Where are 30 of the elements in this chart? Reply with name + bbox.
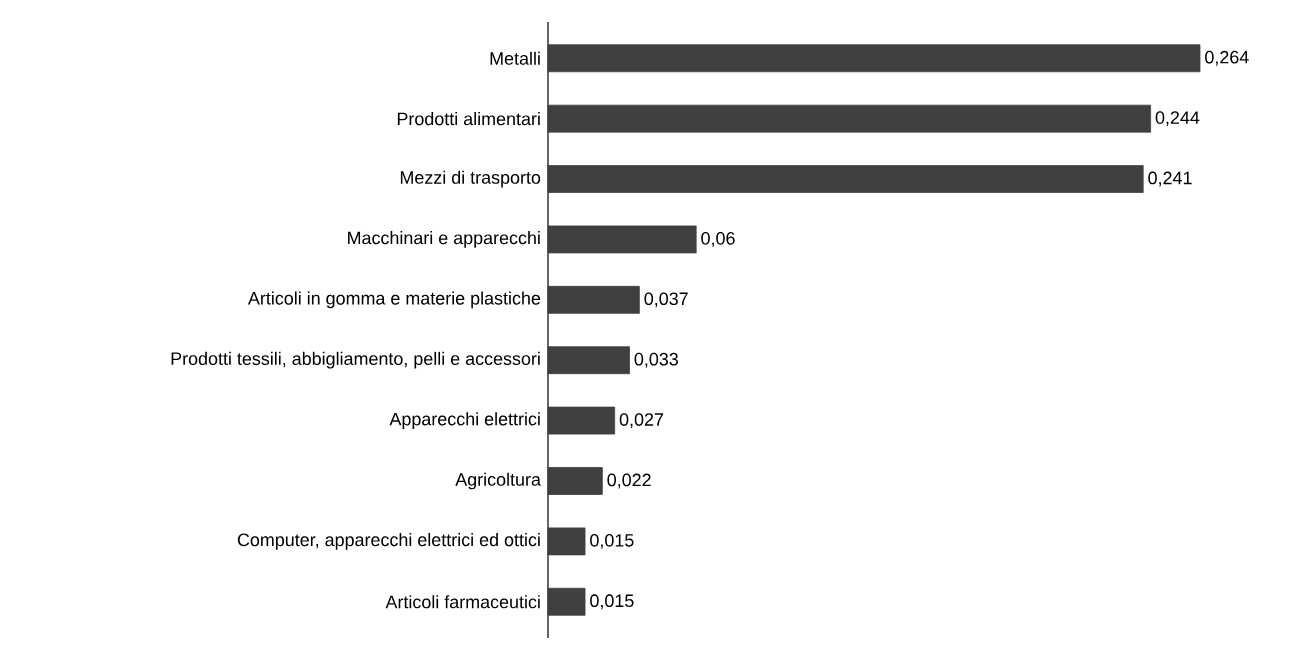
y-tick-label: Metalli	[490, 51, 540, 65]
data-label: 0,037	[644, 292, 688, 308]
data-label: 0,033	[634, 352, 678, 368]
y-tick-label: Computer, apparecchi elettrici ed ottici	[237, 533, 540, 550]
bar	[547, 225, 697, 254]
bar	[547, 285, 640, 314]
data-label: 0,06	[701, 232, 735, 247]
bar	[547, 346, 630, 375]
y-tick-label: Macchinari e apparecchi	[348, 231, 540, 248]
bar	[547, 587, 586, 616]
y-tick-label: Prodotti alimentari	[397, 112, 540, 126]
data-label: 0,241	[1148, 171, 1192, 187]
bar	[547, 44, 1201, 73]
data-label: 0,244	[1155, 111, 1200, 127]
y-tick-label: Prodotti tessili, abbigliamento, pelli e accessori	[171, 351, 540, 369]
y-tick-label: Mezzi di trasporto	[400, 170, 541, 188]
bar	[547, 467, 603, 495]
bar	[547, 165, 1144, 193]
y-tick-label: Articoli in gomma e materie plastiche	[247, 291, 541, 309]
y-tick-label: Articoli farmaceutici	[385, 595, 540, 609]
data-label: 0,015	[590, 533, 634, 549]
data-label: 0,022	[607, 473, 651, 489]
y-tick-label: Apparecchi elettrici	[389, 412, 540, 429]
data-label: 0,015	[590, 594, 634, 610]
bar	[547, 406, 616, 435]
y-tick-label: Agricoltura	[455, 472, 541, 490]
data-label: 0,264	[1205, 50, 1249, 66]
data-label: 0,027	[619, 413, 664, 428]
bar	[547, 104, 1152, 133]
bar	[547, 527, 586, 556]
